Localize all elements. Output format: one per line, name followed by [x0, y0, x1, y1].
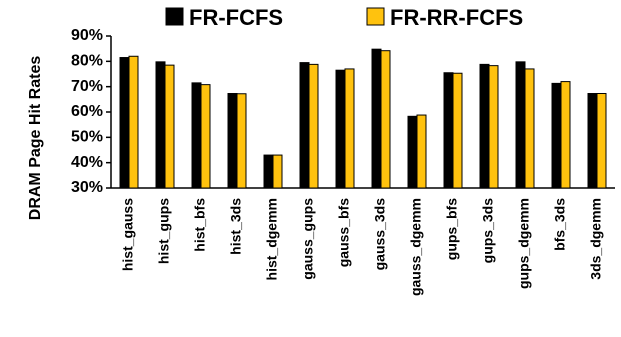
- y-axis-label: DRAM Page Hit Rates: [27, 56, 44, 221]
- bar-fr-fcfs-hist-gauss: [119, 57, 130, 189]
- x-tick-label: hist_bfs: [192, 198, 208, 252]
- bar-fr-fcfs-bfs-3ds: [551, 82, 562, 189]
- bars: [119, 48, 607, 189]
- y-tick-label: 60%: [71, 103, 103, 120]
- bar-fr-fcfs-gauss-bfs: [335, 69, 346, 189]
- bar-fr-rr-fcfs-hist-gups: [164, 64, 175, 189]
- bar-fr-fcfs-3ds-dgemm: [587, 93, 598, 189]
- bar-fr-rr-fcfs-hist-bfs: [200, 84, 211, 189]
- x-tick-label: gups_3ds: [480, 198, 496, 264]
- bar-fr-fcfs-hist-bfs: [191, 82, 202, 189]
- legend-label-fr-rr-fcfs: FR-RR-FCFS: [390, 5, 523, 30]
- bar-fr-rr-fcfs-gauss-3ds: [380, 50, 391, 189]
- x-tick-label: hist_3ds: [228, 198, 244, 255]
- y-tick-label: 80%: [71, 53, 103, 70]
- bar-fr-rr-fcfs-hist-gauss: [128, 55, 139, 189]
- y-tick-label: 90%: [71, 27, 103, 44]
- bar-fr-rr-fcfs-gauss-bfs: [344, 68, 355, 189]
- bar-fr-fcfs-hist-3ds: [227, 93, 238, 189]
- bar-fr-fcfs-gups-3ds: [479, 63, 490, 189]
- x-tick-label: gups_bfs: [444, 198, 460, 260]
- x-tick-label: bfs_3ds: [552, 198, 568, 251]
- bar-fr-rr-fcfs-hist-dgemm: [272, 154, 283, 189]
- y-ticks: 30% 40% 50% 60% 70% 80% 90%: [71, 27, 111, 196]
- x-tick-label: 3ds_dgemm: [588, 198, 604, 280]
- bar-fr-fcfs-hist-gups: [155, 61, 166, 189]
- x-ticks: hist_gauss hist_gups hist_bfs hist_3ds hist_…: [120, 198, 604, 296]
- x-tick-label: gauss_3ds: [372, 198, 388, 271]
- legend-swatch-fr-fcfs: [165, 7, 184, 26]
- y-tick-label: 70%: [71, 78, 103, 95]
- bar-fr-fcfs-gups-bfs: [443, 72, 454, 189]
- x-tick-label: gauss_bfs: [336, 198, 352, 267]
- bar-fr-rr-fcfs-gauss-gups: [308, 63, 319, 189]
- x-tick-label: hist_dgemm: [264, 198, 280, 280]
- bar-fr-rr-fcfs-3ds-dgemm: [596, 93, 607, 189]
- bar-fr-fcfs-gauss-gups: [299, 62, 310, 189]
- x-tick-label: gauss_dgemm: [408, 198, 424, 296]
- x-tick-label: gups_dgemm: [516, 198, 532, 289]
- bar-fr-rr-fcfs-gups-dgemm: [524, 68, 535, 189]
- bar-fr-rr-fcfs-hist-3ds: [236, 93, 247, 189]
- bar-fr-rr-fcfs-gups-bfs: [452, 72, 463, 189]
- legend: FR-FCFS FR-RR-FCFS: [165, 5, 523, 30]
- legend-label-fr-fcfs: FR-FCFS: [189, 5, 283, 30]
- legend-swatch-fr-rr-fcfs: [366, 7, 385, 26]
- bar-fr-rr-fcfs-gups-3ds: [488, 65, 499, 189]
- x-tick-label: hist_gauss: [120, 198, 136, 271]
- x-tick-label: hist_gups: [156, 198, 172, 264]
- bar-fr-fcfs-gauss-3ds: [371, 48, 382, 189]
- x-tick-label: gauss_gups: [300, 198, 316, 280]
- bar-fr-fcfs-hist-dgemm: [263, 154, 274, 189]
- bar-fr-rr-fcfs-bfs-3ds: [560, 81, 571, 189]
- y-tick-label: 30%: [71, 179, 103, 196]
- bar-fr-fcfs-gups-dgemm: [515, 61, 526, 189]
- y-tick-label: 40%: [71, 154, 103, 171]
- bar-fr-rr-fcfs-gauss-dgemm: [416, 114, 427, 189]
- y-tick-label: 50%: [71, 129, 103, 146]
- bar-fr-fcfs-gauss-dgemm: [407, 115, 418, 189]
